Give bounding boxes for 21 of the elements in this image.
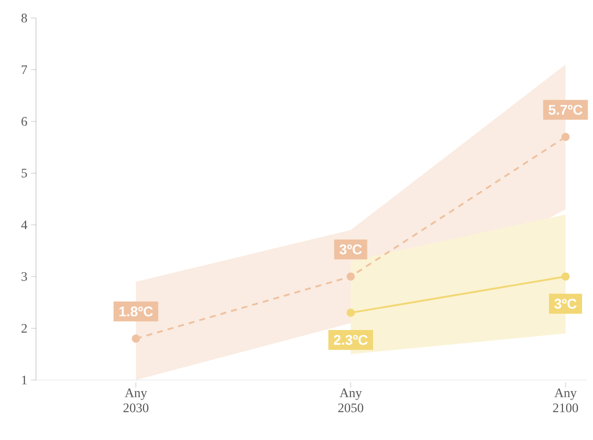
data-label: 3ºC	[340, 244, 362, 254]
x-tick-label: Any 2100	[553, 388, 578, 412]
data-label: 1.8ºC	[119, 306, 153, 316]
point	[561, 132, 570, 142]
y-tick-label: 7	[22, 65, 28, 74]
y-tick-label: 1	[22, 376, 27, 384]
y-tick-label: 8	[21, 14, 27, 22]
y-tick-label: 3	[22, 272, 27, 281]
y-tick-label: 4	[21, 220, 28, 230]
data-label: 2.3ºC	[334, 334, 368, 345]
x-tick-label: Any 2030	[123, 388, 148, 412]
x-tick-label: Any 2050	[338, 388, 364, 412]
y-tick-label: 2	[22, 324, 27, 333]
point	[561, 272, 570, 281]
point	[346, 272, 355, 281]
y-tick-label: 6	[22, 117, 28, 126]
data-label: 3ºC	[554, 298, 577, 309]
data-label: 5.7ºC	[548, 104, 582, 115]
y-tick-label: 5	[22, 168, 27, 178]
point	[132, 334, 140, 343]
point	[346, 308, 355, 317]
